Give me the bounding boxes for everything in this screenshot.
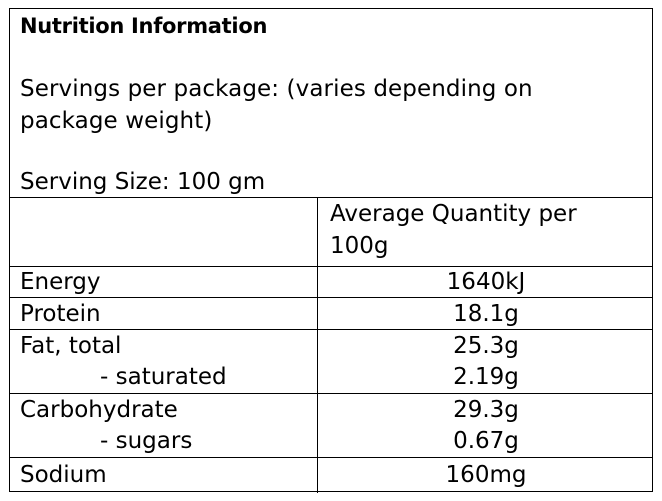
column-header-row: Average Quantity per 100g: [10, 198, 652, 267]
row-value: 29.3g: [453, 397, 519, 423]
servings-per-package: Servings per package: (varies depending …: [20, 76, 533, 134]
row-label: Protein: [20, 301, 101, 327]
serving-size: Serving Size: 100 gm: [20, 169, 266, 195]
table-row-energy: Energy 1640kJ: [10, 267, 652, 298]
row-value: 18.1g: [453, 301, 519, 327]
table-row-carbohydrate: Carbohydrate 29.3g - sugars 0.67g: [10, 394, 652, 458]
row-subvalue: 2.19g: [453, 364, 519, 390]
row-label: Energy: [20, 269, 101, 295]
panel-header: Nutrition Information Servings per packa…: [10, 9, 652, 198]
column-divider: [317, 198, 318, 493]
table-row-protein: Protein 18.1g: [10, 298, 652, 330]
column-header-quantity: Average Quantity per 100g: [330, 201, 577, 259]
row-label: Carbohydrate: [20, 397, 178, 423]
row-value: 160mg: [445, 462, 527, 488]
row-value: 1640kJ: [446, 269, 526, 295]
row-label: Sodium: [20, 462, 107, 488]
nutrition-panel: Nutrition Information Servings per packa…: [9, 8, 653, 493]
row-sublabel: - sugars: [100, 428, 193, 454]
row-sublabel: - saturated: [100, 364, 227, 390]
table-row-sodium: Sodium 160mg: [10, 458, 652, 493]
row-value: 25.3g: [453, 333, 519, 359]
table-row-fat: Fat, total 25.3g - saturated 2.19g: [10, 330, 652, 394]
row-label: Fat, total: [20, 333, 122, 359]
panel-title: Nutrition Information: [20, 14, 268, 38]
row-subvalue: 0.67g: [453, 428, 519, 454]
